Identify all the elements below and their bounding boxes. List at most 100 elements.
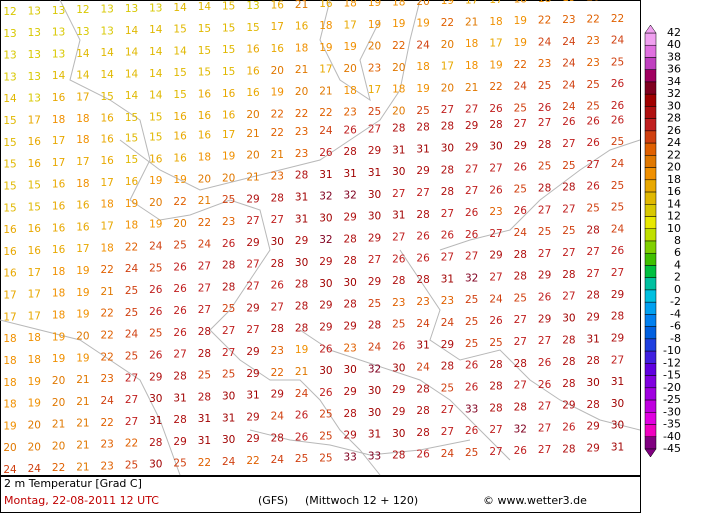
temperature-value: 28 (416, 122, 429, 134)
temperature-value: 28 (271, 192, 284, 204)
temperature-value: 19 (76, 265, 89, 277)
temperature-value: 26 (319, 147, 333, 159)
temperature-value: 19 (76, 287, 89, 299)
temperature-value: 14 (173, 2, 187, 14)
temperature-value: 17 (465, 0, 478, 7)
temperature-value: 15 (125, 154, 138, 166)
temperature-value: 27 (587, 268, 600, 280)
temperature-value: 28 (562, 378, 575, 390)
temperature-value: 17 (319, 64, 332, 76)
colorbar-segment (644, 277, 657, 291)
temperature-value: 26 (514, 445, 528, 457)
temperature-value: 17 (344, 19, 357, 31)
temperature-value: 19 (3, 420, 16, 432)
temperature-value: 23 (441, 295, 454, 307)
temperature-value: 20 (441, 82, 454, 94)
colorbar-label: -6 (670, 320, 681, 333)
temperature-value: 25 (173, 240, 186, 252)
temperature-value: 17 (101, 177, 114, 189)
temperature-value: 20 (441, 39, 454, 51)
temperature-value: 29 (344, 430, 357, 442)
temperature-value: 25 (465, 316, 478, 328)
temperature-value: 28 (295, 301, 308, 313)
temperature-value: 26 (562, 421, 576, 433)
temperature-value: 23 (101, 460, 114, 472)
temperature-value: 22 (125, 438, 138, 450)
temperature-value: 24 (562, 101, 576, 113)
temperature-value: 33 (368, 451, 381, 463)
temperature-value: 23 (368, 62, 381, 74)
temperature-value: 20 (368, 41, 381, 53)
temperature-value: 25 (538, 80, 551, 92)
temperature-value: 13 (149, 2, 162, 14)
temperature-value: 16 (3, 224, 17, 236)
temperature-value: 28 (344, 233, 357, 245)
temperature-value: 28 (344, 299, 357, 311)
temperature-value: 19 (149, 175, 162, 187)
temperature-value: 26 (465, 229, 479, 241)
temperature-value: 14 (125, 25, 139, 37)
temperature-value: 29 (538, 270, 551, 282)
temperature-value: 25 (465, 294, 478, 306)
temperature-value: 27 (125, 416, 138, 428)
colorbar-cap-bottom (644, 448, 657, 458)
temperature-value: 29 (587, 442, 600, 454)
temperature-value: 30 (392, 428, 405, 440)
temperature-value: 23 (344, 342, 357, 354)
temperature-value: 26 (295, 431, 309, 443)
temperature-value: 18 (52, 266, 65, 278)
colorbar-label: 34 (667, 75, 681, 88)
colorbar-label: 20 (667, 161, 681, 174)
temperature-value: 22 (101, 264, 114, 276)
temperature-value: 26 (562, 116, 576, 128)
temperature-value: 26 (149, 284, 163, 296)
temperature-value: 13 (101, 4, 114, 16)
temperature-value: 29 (246, 411, 259, 423)
colorbar-segment (644, 69, 657, 83)
temperature-value: 19 (392, 18, 405, 30)
temperature-value: 25 (222, 303, 235, 315)
temperature-value: 30 (319, 278, 332, 290)
temperature-value: 18 (344, 85, 357, 97)
temperature-value: 20 (344, 63, 357, 75)
temperature-value: 27 (222, 325, 235, 337)
temperature-value: 23 (587, 57, 600, 69)
temperature-value: 28 (198, 326, 211, 338)
temperature-value: 27 (489, 272, 502, 284)
temperature-value: 14 (3, 93, 17, 105)
temperature-value: 30 (319, 365, 332, 377)
temperature-value: 26 (611, 245, 625, 257)
temperature-value: 26 (465, 360, 479, 372)
temperature-value: 20 (295, 86, 308, 98)
temperature-value: 26 (416, 231, 430, 243)
temperature-value: 15 (28, 201, 41, 213)
temperature-value: 23 (392, 297, 405, 309)
temperature-value: 15 (3, 202, 16, 214)
temperature-value: 13 (101, 25, 114, 37)
temperature-value: 17 (368, 84, 381, 96)
temperature-value: 27 (587, 159, 600, 171)
colorbar-label: -35 (663, 418, 681, 431)
temperature-value: 22 (587, 13, 600, 25)
temperature-value: 21 (319, 85, 332, 97)
coastlines (0, 0, 641, 476)
temperature-value: 20 (416, 0, 429, 8)
temperature-value: 28 (441, 361, 454, 373)
colorbar-cap-top (644, 24, 657, 34)
temperature-value: 30 (344, 277, 357, 289)
temperature-value: 24 (198, 239, 212, 251)
colorbar-segment (644, 167, 657, 181)
temperature-value: 29 (173, 436, 186, 448)
temperature-value: 23 (295, 148, 308, 160)
temperature-value: 19 (28, 376, 41, 388)
temperature-value: 31 (368, 167, 381, 179)
temperature-value: 16 (3, 246, 17, 258)
temperature-value: 26 (538, 379, 552, 391)
temperature-value: 24 (562, 36, 576, 48)
temperature-value: 25 (587, 202, 600, 214)
temperature-value: 18 (295, 42, 308, 54)
colorbar-segment (644, 228, 657, 242)
temperature-value: 25 (489, 337, 502, 349)
temperature-value: 18 (76, 134, 89, 146)
temperature-value: 27 (514, 118, 527, 130)
